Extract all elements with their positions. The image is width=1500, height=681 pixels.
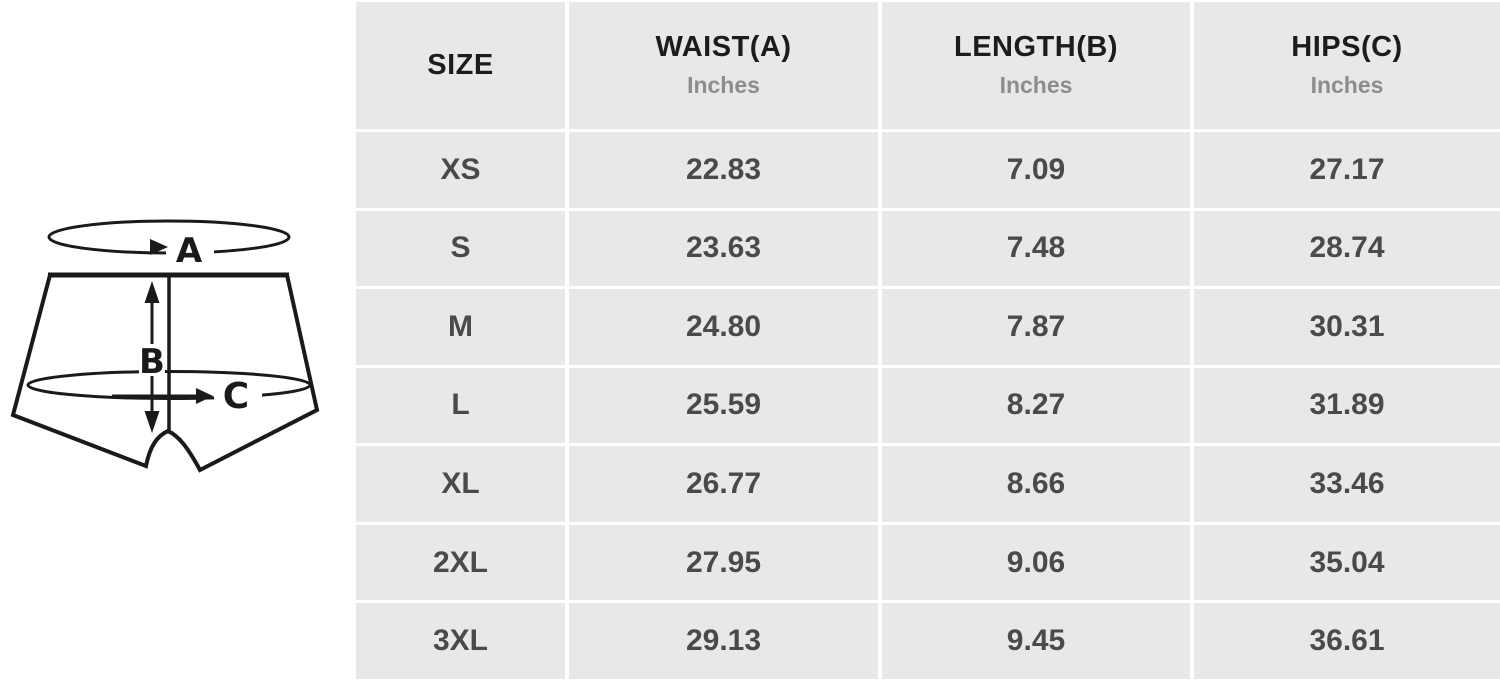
column-header-size: SIZE — [356, 2, 565, 129]
hips-value: 36.61 — [1194, 603, 1500, 679]
hips-value: 31.89 — [1194, 367, 1500, 444]
label-a-halo — [166, 238, 214, 264]
size-row-label: XS — [356, 132, 565, 208]
label-c-halo — [214, 377, 262, 411]
column-header-unit: Inches — [999, 72, 1073, 99]
hips-value: 35.04 — [1194, 524, 1500, 601]
size-row-label: XL — [356, 446, 565, 522]
length-value: 7.09 — [882, 132, 1190, 208]
shorts-outline — [10, 273, 320, 473]
measurement-label-a: A — [176, 231, 203, 271]
length-arrowhead-down-icon — [144, 411, 160, 433]
length-arrowhead-up-icon — [144, 281, 160, 303]
column-header-unit: Inches — [687, 72, 760, 99]
measurement-label-b: B — [139, 342, 165, 382]
hips-value: 33.46 — [1194, 446, 1500, 522]
column-header-label: WAIST(A) — [655, 31, 792, 64]
length-value: 9.45 — [882, 603, 1190, 679]
hips-arrowhead-icon — [196, 388, 213, 404]
column-header-hips: HIPS(C) Inches — [1194, 2, 1500, 129]
waist-value: 26.77 — [569, 446, 878, 522]
waist-value: 27.95 — [569, 524, 878, 601]
waist-value: 24.80 — [569, 289, 878, 365]
hips-ellipse — [26, 370, 312, 400]
column-header-unit: Inches — [1310, 72, 1384, 99]
waist-value: 25.59 — [569, 367, 878, 444]
column-header-length: LENGTH(B) Inches — [882, 2, 1190, 129]
size-row-label: 2XL — [356, 524, 565, 601]
hips-value: 28.74 — [1194, 210, 1500, 287]
shorts-measurement-diagram: A B C — [10, 219, 320, 473]
hips-value: 30.31 — [1194, 289, 1500, 365]
column-header-label: HIPS(C) — [1291, 31, 1403, 64]
hips-value: 27.17 — [1194, 132, 1500, 208]
size-table: SIZE WAIST(A) Inches LENGTH(B) Inches HI… — [352, 0, 1500, 681]
size-row-label: 3XL — [356, 603, 565, 679]
waist-value: 29.13 — [569, 603, 878, 679]
column-header-waist: WAIST(A) Inches — [569, 2, 878, 129]
length-value: 7.48 — [882, 210, 1190, 287]
column-header-label: LENGTH(B) — [954, 31, 1118, 64]
length-value: 8.66 — [882, 446, 1190, 522]
size-row-label: M — [356, 289, 565, 365]
length-value: 9.06 — [882, 524, 1190, 601]
waist-arrowhead-icon — [150, 239, 168, 255]
length-value: 7.87 — [882, 289, 1190, 365]
size-row-label: S — [356, 210, 565, 287]
measurement-label-c: C — [223, 376, 249, 417]
length-value: 8.27 — [882, 367, 1190, 444]
label-b-halo — [139, 344, 165, 376]
waist-value: 22.83 — [569, 132, 878, 208]
column-header-label: SIZE — [427, 48, 494, 81]
size-row-label: L — [356, 367, 565, 444]
waist-value: 23.63 — [569, 210, 878, 287]
